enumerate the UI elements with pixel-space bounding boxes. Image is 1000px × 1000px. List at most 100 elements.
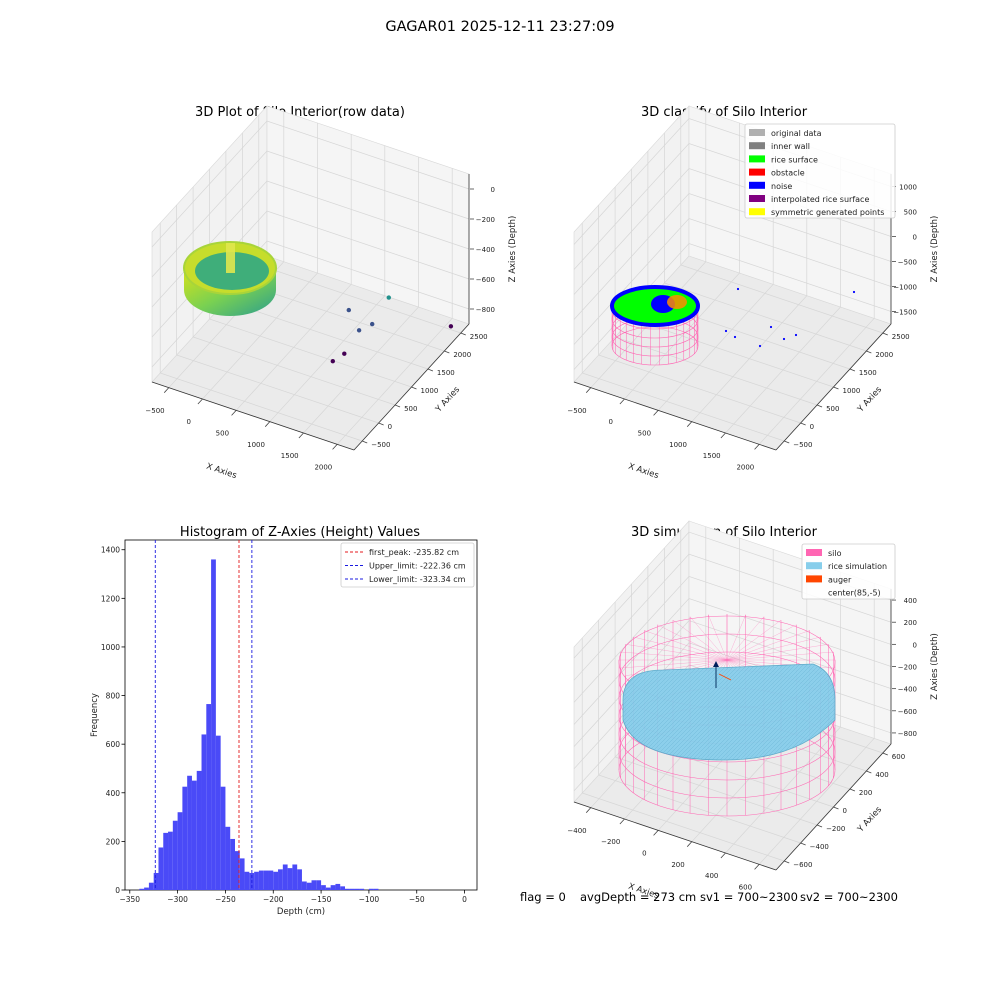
p3-ytick-label: 1000	[101, 643, 120, 652]
p3-histogram-bar	[182, 786, 188, 890]
p4-ytick-label: 400	[875, 771, 888, 779]
p3-histogram-bar	[325, 887, 331, 890]
p2-ytick-label: 1000	[843, 387, 861, 395]
p4-grid-y	[581, 638, 785, 862]
p1-grid-z	[151, 150, 470, 278]
p2-noise-point	[724, 329, 728, 333]
p1-tick-x	[197, 398, 203, 405]
p3-histogram-bar	[196, 770, 202, 890]
p2-legend-label: symmetric generated points	[771, 208, 884, 217]
p2-tick-y	[833, 386, 839, 390]
p3-histogram-bar	[244, 871, 250, 890]
p4-xtick-label: 200	[671, 861, 684, 869]
p2-grid-x	[590, 111, 707, 388]
p2-noise-point	[736, 287, 740, 291]
p4-grid-z	[573, 598, 892, 725]
p4-tick-x	[720, 852, 726, 859]
p3-xtick-label: −100	[359, 895, 380, 904]
p3-histogram-bar	[321, 885, 326, 890]
p4-ytick-label: 200	[859, 789, 872, 797]
p4-ytick-label: −400	[810, 843, 829, 851]
p3-histogram-bar	[158, 847, 164, 890]
p4-xtick-label: −400	[567, 827, 586, 835]
p1-grid-z	[151, 120, 470, 248]
p2-legend-label: interpolated rice surface	[771, 195, 869, 204]
p3-histogram-bar	[177, 812, 183, 890]
p1-tick-x	[298, 432, 304, 439]
p4-ytick-label: −200	[826, 825, 845, 833]
p2-ytick-label: 0	[810, 423, 814, 431]
p2-grid-y	[680, 115, 883, 334]
p4-tick-x	[754, 864, 760, 870]
p4-tick-x	[619, 818, 625, 825]
panel-histogram: Histogram of Z-Axies (Height) Values −35…	[90, 525, 478, 917]
p4-grid-x	[758, 583, 875, 865]
p1-y-axis-line	[353, 323, 470, 451]
p3-xtick-label: 0	[462, 895, 467, 904]
p1-data-point	[342, 351, 347, 356]
p4-silo-wire-roof	[726, 624, 797, 661]
p2-noise-point	[794, 333, 798, 337]
p3-histogram-bar	[340, 886, 345, 890]
p3-histogram-bar	[268, 870, 274, 890]
p4-tick-y	[882, 752, 888, 756]
p2-tick-x	[653, 410, 659, 416]
p4-ylabel: Y Axies	[855, 805, 884, 836]
p3-ytick-label: 200	[106, 837, 121, 846]
p4-legend-label: center(85,-5)	[828, 589, 881, 598]
p2-noise-point	[769, 325, 773, 329]
p4-grid-z	[573, 553, 892, 681]
p3-histogram-bar	[254, 871, 259, 890]
p1-grid-x	[269, 145, 386, 422]
p1-x-axis-line	[151, 381, 355, 451]
p2-ytick-label: 2000	[875, 351, 893, 359]
p4-ztick-label: 400	[904, 597, 917, 605]
p1-ytick-label: 2000	[453, 351, 471, 359]
p4-ztick-label: 0	[913, 641, 917, 649]
p4-ztick-label: −800	[898, 730, 917, 738]
p1-grid-y	[159, 223, 363, 442]
p4-auger-blade	[718, 673, 732, 681]
p2-tick-x	[585, 387, 592, 393]
p4-legend-swatch	[806, 549, 822, 556]
p4-tick-y	[849, 788, 856, 792]
p3-histogram-bar	[206, 704, 212, 890]
p2-ztick-label: 0	[913, 234, 917, 242]
p4-silo-wire-roof	[620, 651, 728, 661]
p3-histogram-bar	[215, 735, 221, 890]
p3-histogram-bar	[153, 872, 159, 890]
p2-tick-y	[800, 422, 806, 426]
p3-histogram-bar	[292, 864, 298, 890]
p4-silo-wire-roof	[726, 614, 746, 661]
p1-grid-y	[176, 205, 379, 424]
p3-legend-label: first_peak: -235.82 cm	[369, 548, 459, 557]
p4-zlabel: Z Axies (Depth)	[930, 633, 940, 700]
p3-histogram-bar	[235, 851, 240, 890]
p3-xtick-label: −300	[167, 895, 188, 904]
p2-x-axis-line	[573, 381, 777, 451]
p3-legend-label: Upper_limit: -222.36 cm	[369, 562, 466, 571]
p3-histogram-bar	[278, 869, 283, 890]
p4-tick-x	[653, 830, 659, 836]
p4-xtick-label: 400	[705, 872, 718, 880]
p3-xtick-label: −250	[215, 895, 236, 904]
p1-grid-y	[209, 169, 412, 388]
p1-ztick-label: −200	[476, 216, 495, 224]
p4-grid-z	[573, 620, 892, 747]
p1-xtick-label: 1000	[247, 441, 265, 449]
p4-ztick-label: −400	[898, 686, 917, 694]
p3-histogram-bar	[301, 881, 307, 890]
p1-ytick-label: −500	[371, 441, 390, 449]
p1-data-point	[356, 328, 362, 333]
p1-xtick-label: 1500	[281, 452, 299, 460]
p3-histogram-bar	[168, 831, 173, 890]
p3-xtick-label: −50	[409, 895, 425, 904]
p2-ztick-label: 500	[904, 209, 917, 217]
p3-ylabel: Frequency	[90, 693, 100, 737]
p4-tick-y	[800, 842, 806, 846]
p4-silo-wire-roof	[657, 624, 728, 661]
p3-histogram-bar	[201, 734, 207, 890]
footer-avg-depth: avgDepth = 273 cm	[580, 890, 696, 904]
p3-histogram-bar	[354, 888, 360, 890]
p1-data-point	[346, 307, 351, 313]
